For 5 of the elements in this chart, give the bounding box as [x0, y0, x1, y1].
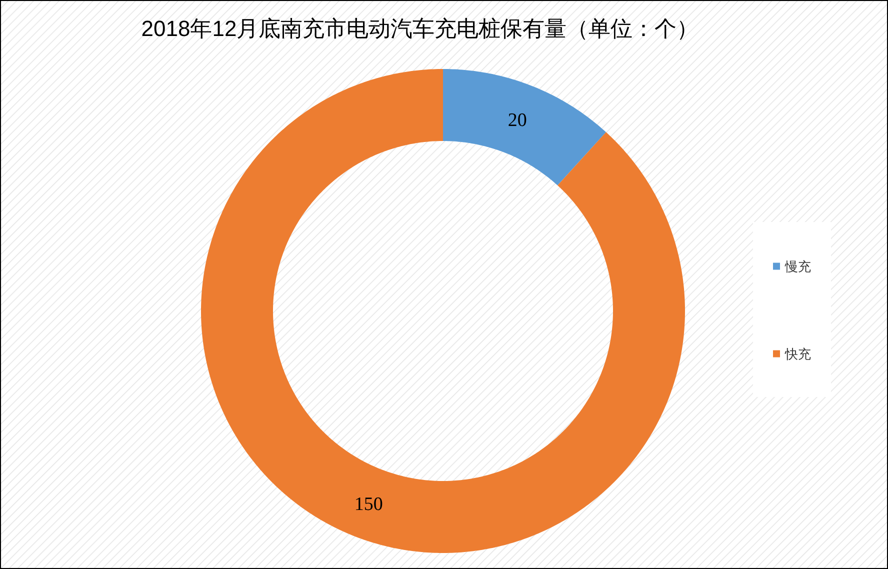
chart-title: 2018年12月底南充市电动汽车充电桩保有量（单位：个）	[141, 16, 699, 41]
legend-label: 快充	[784, 346, 811, 362]
legend-label: 慢充	[784, 258, 811, 274]
data-label: 150	[354, 494, 383, 516]
data-label: 20	[508, 110, 527, 131]
